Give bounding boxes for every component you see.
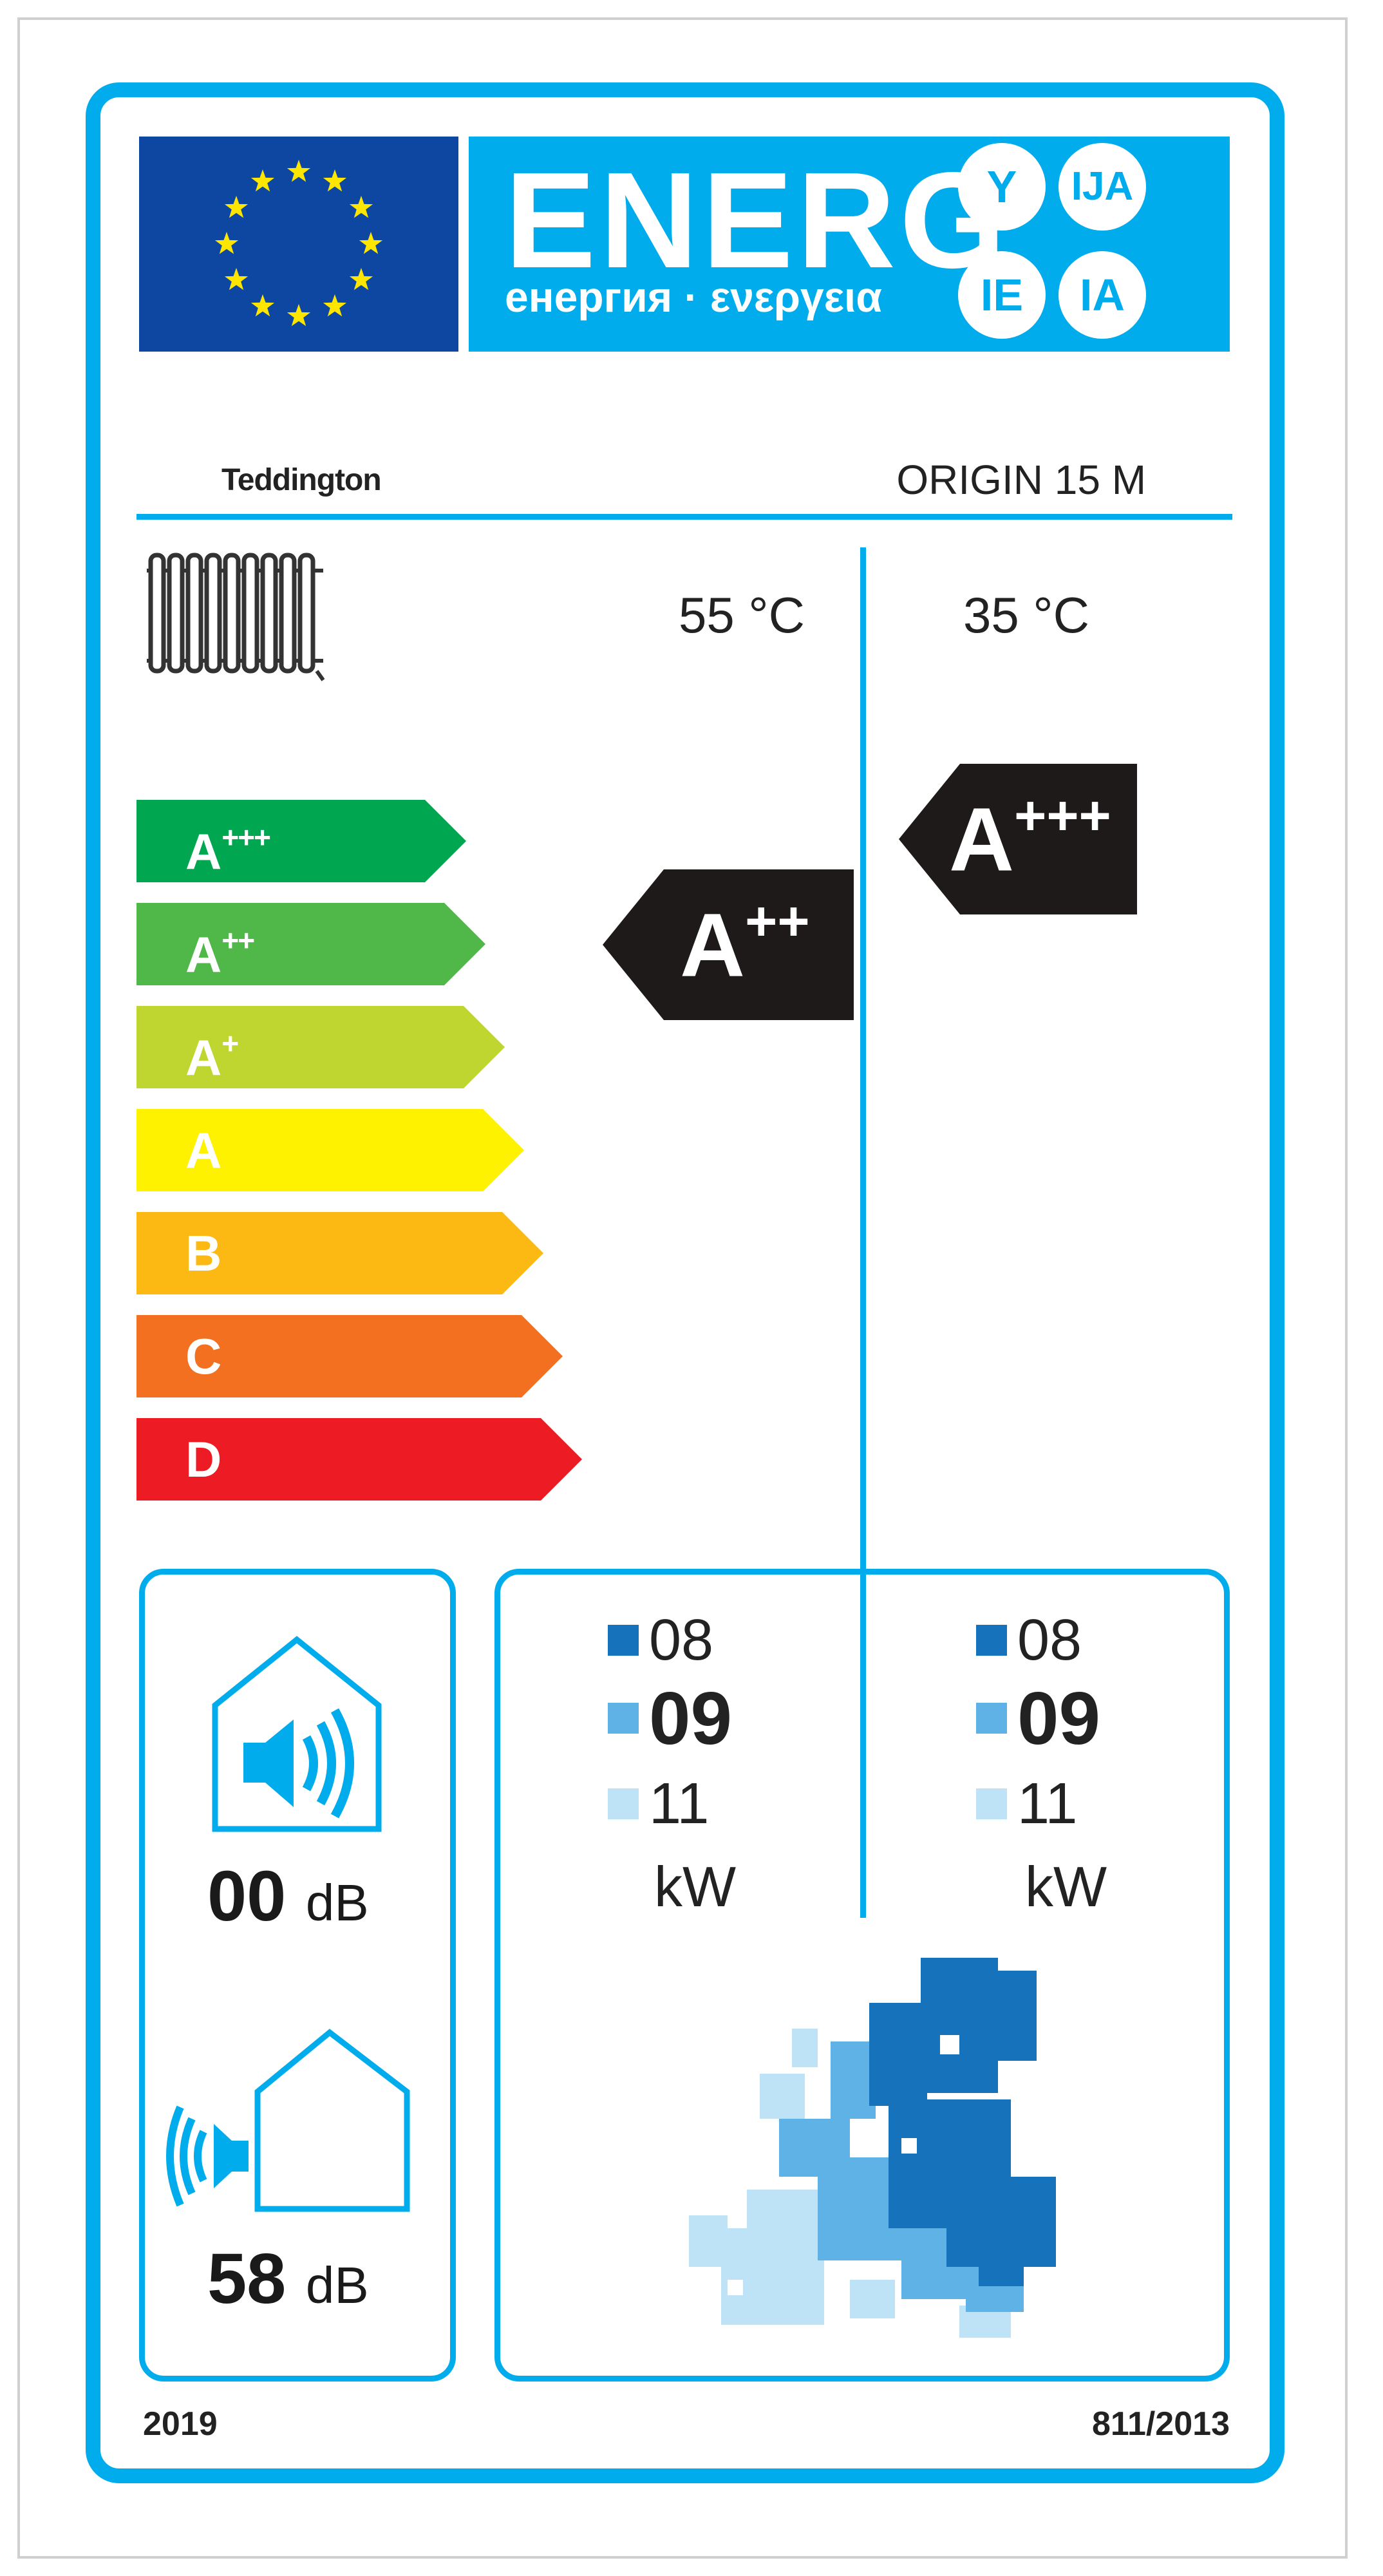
eu-star-icon [287,160,311,182]
scale-letter: A [185,926,222,983]
scale-letter: C [185,1328,222,1385]
noise-panel [139,1569,456,2382]
scale-letter: B [185,1225,222,1282]
indoor-noise-icon [212,1636,382,1832]
zone-swatch-average [976,1703,1007,1734]
scale-plus: + [221,1027,238,1060]
radiator-fin [148,553,166,674]
outdoor-noise-number: 58 [207,2239,287,2318]
scale-arrow-b: B [136,1212,543,1294]
radiator-fin [185,553,203,674]
kw-low-warm: 11 [976,1775,1077,1833]
zone-swatch-cold [976,1625,1007,1656]
eu-star-icon [224,196,249,218]
eu-flag [139,137,458,352]
label-year: 2019 [143,2405,218,2443]
scale-arrow-a2plus: A++ [136,903,485,985]
outdoor-noise-unit: dB [305,2257,369,2314]
scale-letter: D [185,1431,222,1488]
scale-arrow-a: A [136,1109,524,1191]
temp-medium: 55 °C [679,587,805,643]
eu-star-icon [250,169,275,192]
zone-swatch-warm [976,1788,1007,1819]
rating-plus: ++ [745,891,810,952]
eu-star-icon [287,304,311,327]
kw-low-average: 09 [976,1681,1100,1756]
radiator-icon [147,553,325,681]
outdoor-noise-icon [166,2029,410,2212]
europe-climate-map-icon [689,1958,1056,2338]
page-border [17,17,1348,2559]
column-divider [860,547,866,1918]
kw-low-cold: 08 [976,1611,1082,1669]
heat-output-panel [494,1569,1230,2382]
kw-value: 08 [649,1608,714,1672]
scale-letter: A [185,1122,222,1179]
eu-star-icon [349,196,373,218]
kw-unit-medium: kW [654,1855,737,1918]
zone-swatch-warm [608,1788,639,1819]
model-identifier: ORIGIN 15 M [896,457,1146,503]
kw-value: 09 [649,1676,733,1760]
suffix-circle-ie: IE [958,251,1046,339]
radiator-fin [297,553,315,674]
scale-letter: A [185,1029,222,1086]
scale-arrow-a3plus: A+++ [136,800,466,882]
indoor-noise-value: 00 dB [207,1861,369,1932]
scale-arrow-c: C [136,1315,563,1397]
kw-medium-cold: 08 [608,1611,713,1669]
rating-letter: A [680,894,746,996]
eu-star-icon [250,294,275,317]
radiator-fin [241,553,259,674]
temp-low: 35 °C [963,587,1089,643]
eu-star-icon [323,169,347,192]
kw-medium-average: 09 [608,1681,732,1756]
scale-arrow-d: D [136,1418,582,1501]
kw-value: 09 [1017,1676,1101,1760]
rating-letter: A [949,788,1015,890]
rating-indicator-medium-temp: A++ [603,869,854,1020]
regulation-number: 811/2013 [1091,2405,1230,2443]
eu-stars-icon [214,160,383,327]
kw-medium-warm: 11 [608,1775,709,1833]
suffix-circle-ija: IJA [1058,143,1146,231]
indoor-noise-number: 00 [207,1857,287,1936]
radiator-fin [260,553,278,674]
eu-star-icon [349,268,373,290]
header-divider [136,514,1232,520]
zone-swatch-average [608,1703,639,1734]
scale-plus: +++ [221,820,270,854]
eu-star-icon [214,232,239,254]
eu-star-icon [359,232,383,254]
supplier-logo: Teddington [221,463,382,497]
suffix-circle-y: Y [958,143,1046,231]
scale-arrow-aplus: A+ [136,1006,505,1088]
kw-value: 11 [649,1772,710,1836]
kw-unit-low: kW [1025,1855,1107,1918]
kw-value: 11 [1017,1772,1078,1836]
indoor-noise-unit: dB [305,1874,369,1931]
zone-swatch-cold [608,1625,639,1656]
radiator-fin [279,553,297,674]
kw-value: 08 [1017,1608,1082,1672]
eu-star-icon [323,294,347,317]
suffix-circle-ia: IA [1058,251,1146,339]
energy-word: ENERG [505,144,1010,296]
radiator-fin [204,553,222,674]
rating-plus: +++ [1014,785,1111,847]
scale-letter: A [185,823,222,880]
radiator-fin [223,553,241,674]
scale-plus: ++ [221,923,254,957]
eu-star-icon [224,268,249,290]
radiator-fin [167,553,185,674]
outdoor-noise-value: 58 dB [207,2244,369,2315]
energy-subtitle: енергия · ενεργεια [505,273,882,321]
